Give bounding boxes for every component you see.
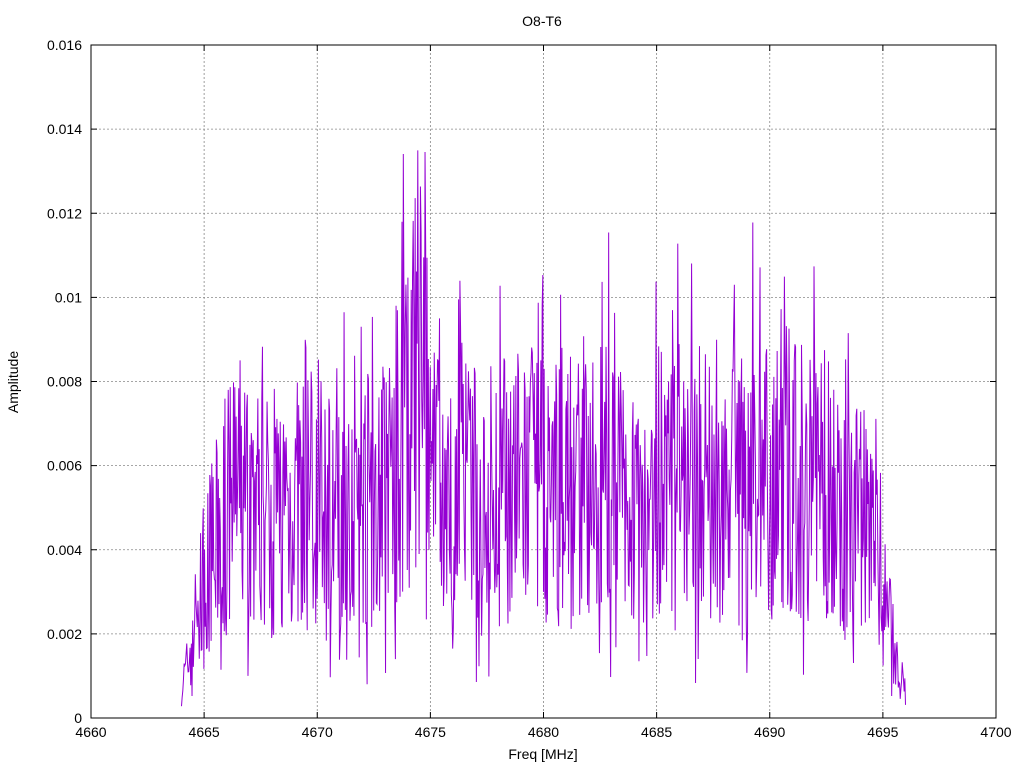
y-tick-labels: 0 0.002 0.004 0.006 0.008 0.01 0.012 0.014 0.016: [47, 37, 82, 726]
x-tick-label: 4690: [754, 724, 785, 740]
x-tick-labels: 4660 4665 4670 4675 4680 4685 4690 4695 4700: [75, 724, 1011, 740]
y-tick-label: 0.002: [47, 626, 82, 642]
x-tick-label: 4675: [415, 724, 446, 740]
y-axis-label: Amplitude: [5, 351, 21, 413]
x-tick-label: 4700: [980, 724, 1011, 740]
x-tick-label: 4680: [528, 724, 559, 740]
x-axis-label: Freq [MHz]: [508, 746, 577, 762]
y-tick-label: 0.004: [47, 542, 82, 558]
y-tick-label: 0.014: [47, 121, 82, 137]
series-line: [181, 150, 906, 707]
x-tick-label: 4695: [867, 724, 898, 740]
plot-series: [181, 150, 906, 707]
y-tick-label: 0.008: [47, 374, 82, 390]
y-tick-label: 0.01: [55, 289, 82, 305]
x-tick-label: 4665: [189, 724, 220, 740]
y-tick-label: 0.012: [47, 205, 82, 221]
x-tick-label: 4670: [302, 724, 333, 740]
y-tick-label: 0.016: [47, 37, 82, 53]
y-tick-label: 0: [74, 710, 82, 726]
plot-frame: [90, 44, 997, 719]
x-tick-label: 4660: [75, 724, 106, 740]
x-tick-label: 4685: [641, 724, 672, 740]
chart-title: O8-T6: [522, 13, 562, 29]
y-tick-label: 0.006: [47, 458, 82, 474]
